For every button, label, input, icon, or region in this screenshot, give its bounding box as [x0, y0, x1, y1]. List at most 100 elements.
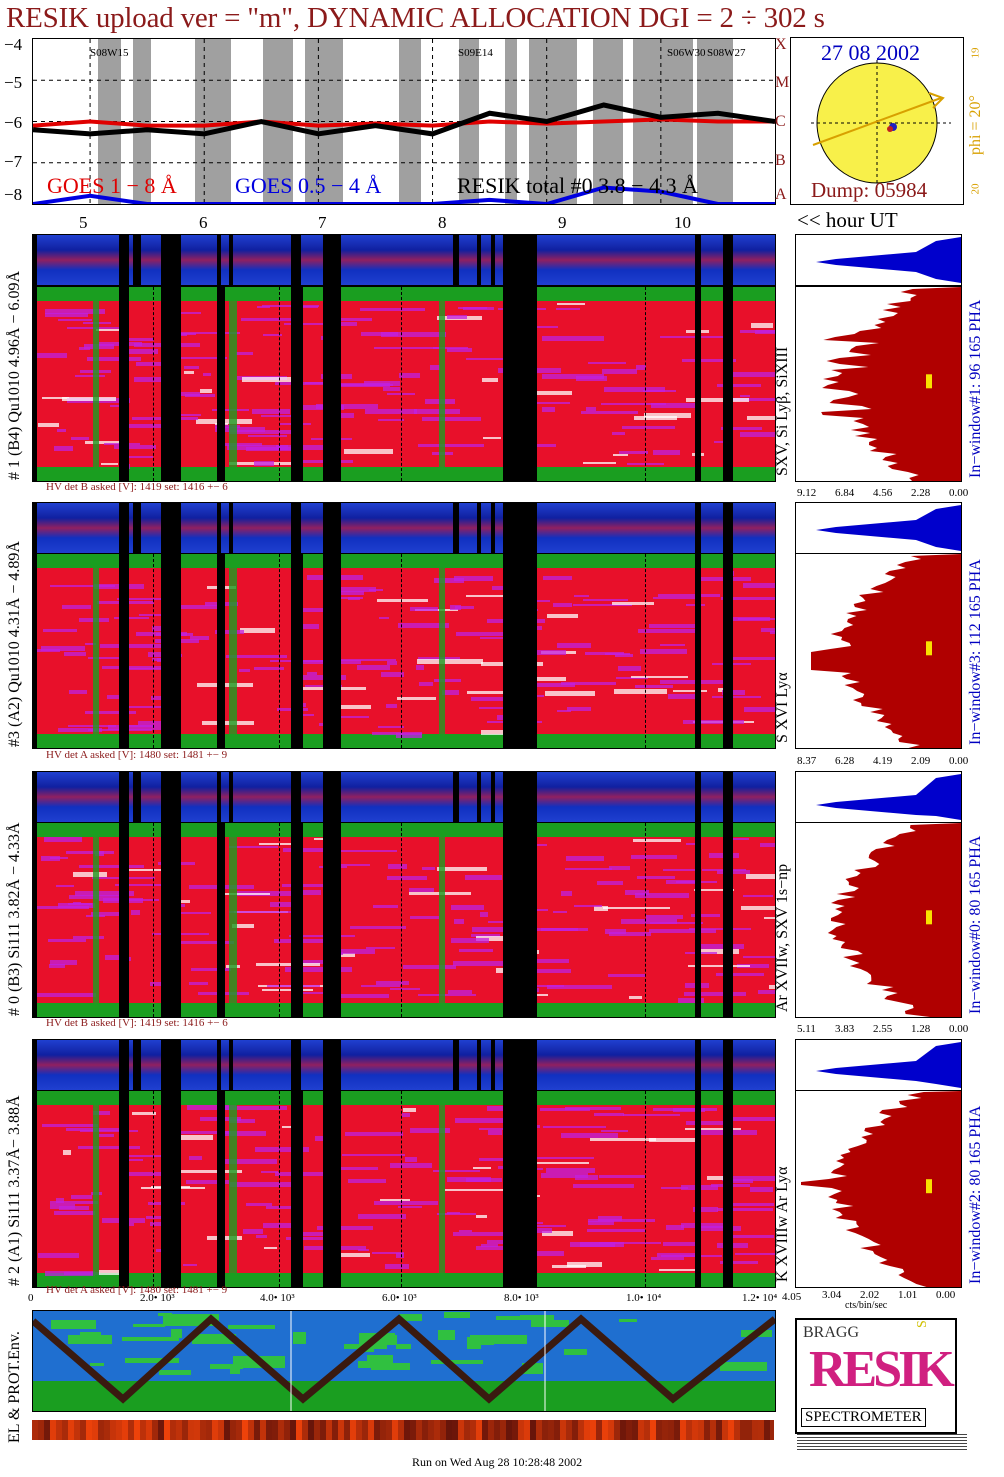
- histogram-axis-tick: 4.56: [873, 487, 893, 499]
- spectral-streak: [660, 336, 726, 338]
- data-gap: [161, 1091, 181, 1287]
- green-column: [93, 287, 99, 481]
- histogram-axis-tick: 0.00: [949, 1023, 969, 1035]
- spectral-streak: [583, 462, 616, 464]
- env-strip-cell: [308, 1420, 314, 1440]
- spectral-streak: [227, 445, 288, 450]
- spectrogram-svg: [33, 1091, 775, 1287]
- spectral-streak: [301, 306, 318, 308]
- spectral-streak: [445, 1189, 504, 1191]
- spectral-streak: [38, 1253, 79, 1258]
- spectral-streak: [586, 407, 596, 411]
- spectral-streak: [115, 884, 162, 886]
- spectral-streak: [374, 1201, 438, 1205]
- spectral-streak: [599, 1175, 646, 1178]
- spectral-streak: [601, 403, 666, 405]
- spectral-streak: [240, 628, 275, 633]
- spectral-streak: [175, 605, 224, 609]
- class-label: X: [775, 36, 787, 53]
- env-strip-cell: [332, 1420, 338, 1440]
- hour-gridline: [153, 287, 154, 481]
- bottom-x-tick: 1.2• 10⁴: [742, 1292, 778, 1304]
- logo-bragg: BRAGG: [803, 1324, 860, 1341]
- env-green-patch: [431, 1360, 483, 1364]
- spectral-streak: [114, 617, 149, 619]
- spectral-streak: [340, 716, 369, 718]
- spectral-streak: [99, 1270, 128, 1275]
- env-strip-cell: [590, 1420, 596, 1440]
- spectral-streak: [296, 992, 323, 994]
- histogram-axis-unit: cts/bin/sec: [845, 1300, 888, 1311]
- spectral-streak: [542, 407, 555, 412]
- spectral-streak: [101, 463, 118, 465]
- line-id-label: SXV, Si Lyβ, SiXIII: [774, 346, 791, 476]
- spectral-streak: [447, 1177, 491, 1182]
- env-strip-cell: [92, 1420, 98, 1440]
- spectral-streak: [691, 914, 720, 917]
- spectral-streak: [678, 998, 704, 1003]
- env-strip-cell: [116, 1420, 122, 1440]
- spectral-streak: [150, 1222, 171, 1226]
- env-green-patch: [564, 1349, 587, 1355]
- env-strip-cell: [284, 1420, 290, 1440]
- pha-histogram-svg: [816, 1042, 961, 1088]
- data-gap: [491, 772, 495, 822]
- spectrum-histogram-svg: [811, 554, 961, 748]
- spectrum-fill: [827, 823, 961, 1017]
- spectral-streak: [58, 903, 95, 908]
- spectral-streak: [254, 461, 274, 466]
- hour-tick: 7: [318, 213, 327, 232]
- spectral-streak: [688, 965, 750, 967]
- env-strip-cell: [104, 1420, 110, 1440]
- spectral-streak: [376, 981, 409, 985]
- goes-y-tick: −6: [4, 113, 23, 132]
- spectral-streak: [663, 1242, 697, 1246]
- env-strip-cell: [176, 1420, 182, 1440]
- spectral-streak: [479, 1158, 509, 1161]
- data-gap: [33, 1040, 37, 1090]
- spectral-streak: [588, 1221, 614, 1225]
- spectral-streak: [740, 395, 750, 397]
- spectral-streak: [466, 595, 517, 597]
- env-strip-cell: [608, 1420, 614, 1440]
- env-strip-cell: [548, 1420, 554, 1440]
- spectral-streak: [385, 1264, 409, 1269]
- hour-gridline: [523, 287, 524, 481]
- spectral-streak: [673, 690, 707, 692]
- spectral-streak: [524, 1251, 564, 1256]
- spectral-streak: [62, 397, 116, 401]
- spectral-streak: [222, 443, 262, 446]
- spectral-streak: [594, 906, 608, 911]
- spectral-streak: [473, 1167, 491, 1169]
- spectral-streak: [437, 867, 487, 871]
- spectral-streak: [45, 313, 88, 317]
- spectral-streak: [366, 947, 395, 949]
- spectral-streak: [189, 1156, 202, 1160]
- resik-logo: BRAGG RESIK SOLAR SPECTROMETER: [795, 1318, 957, 1434]
- spectral-streak: [254, 667, 284, 670]
- spectral-streak: [266, 1206, 296, 1209]
- sun-panel: 27 08 2002 Dump: 05984: [790, 37, 964, 205]
- spectral-streak: [301, 1232, 327, 1236]
- spectral-streak: [128, 349, 158, 354]
- env-strip-cell: [584, 1420, 590, 1440]
- channel-pha-strip: [32, 234, 776, 286]
- env-strip-cell: [506, 1420, 512, 1440]
- spectral-streak: [712, 696, 761, 698]
- pha-fill: [816, 505, 961, 551]
- env-strip-cell: [650, 1420, 656, 1440]
- spectral-streak: [170, 912, 211, 914]
- spectral-streak: [467, 691, 520, 694]
- spectral-streak: [369, 589, 383, 591]
- spectral-streak: [75, 891, 134, 896]
- class-label: B: [775, 152, 786, 169]
- spectral-streak: [410, 916, 439, 919]
- spectral-streak: [430, 365, 440, 370]
- spectral-streak: [64, 652, 86, 656]
- spectral-streak: [134, 377, 163, 382]
- spectral-streak: [567, 1262, 602, 1267]
- env-strip-cell: [98, 1420, 104, 1440]
- spectral-streak: [602, 369, 637, 374]
- env-strip-cell: [704, 1420, 710, 1440]
- spectral-streak: [542, 336, 604, 341]
